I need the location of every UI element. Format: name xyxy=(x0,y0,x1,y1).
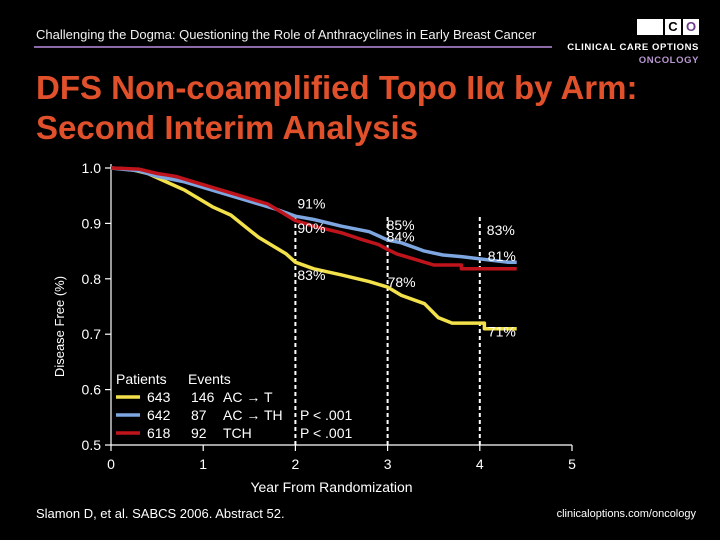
legend-events-tch: 92 xyxy=(191,425,207,441)
y-tick-label: 1.0 xyxy=(82,160,102,176)
x-axis-label: Year From Randomization xyxy=(250,479,412,495)
legend-patients-ac-th: 642 xyxy=(147,407,171,423)
y-tick-label: 0.9 xyxy=(82,215,102,231)
legend-header-events: Events xyxy=(188,371,231,387)
y-tick-label: 0.5 xyxy=(82,437,102,453)
y-axis-label: Disease Free (%) xyxy=(52,276,67,377)
source-url: clinicaloptions.com/oncology xyxy=(556,508,696,520)
data-label-83pct-y2: 83% xyxy=(297,267,325,283)
slide-title: DFS Non-coamplified Topo IIα by Arm: Sec… xyxy=(36,68,637,148)
y-tick-label: 0.7 xyxy=(82,326,102,342)
x-tick-label: 3 xyxy=(384,456,392,472)
x-tick-label: 1 xyxy=(199,456,207,472)
logo-mark: C C O xyxy=(637,19,699,35)
legend-patients-tch: 618 xyxy=(147,425,171,441)
legend-pvalue-tch: P < .001 xyxy=(300,425,353,441)
x-tick-label: 5 xyxy=(568,456,576,472)
legend-patients-ac-t: 643 xyxy=(147,389,171,405)
y-tick-label: 0.6 xyxy=(82,382,102,398)
y-tick-label: 0.8 xyxy=(82,271,102,287)
legend-arm-tch: TCH xyxy=(223,425,252,441)
logo-text-oncology: ONCOLOGY xyxy=(638,55,699,66)
data-label-90pct-y2: 90% xyxy=(297,220,325,236)
series-line-ac-th xyxy=(110,166,517,264)
data-label-83pct-y4: 83% xyxy=(487,222,515,238)
series-line-tch xyxy=(110,166,517,271)
logo-box-c1: C xyxy=(637,19,663,35)
legend-arm-ac-th: AC → TH xyxy=(223,407,283,423)
data-label-81pct-y4: 81% xyxy=(488,248,516,264)
series-line-ac-t xyxy=(110,166,517,331)
slide-title-line2: Second Interim Analysis xyxy=(36,109,419,146)
logo-text-clinical-care-options: CLINICAL CARE OPTIONS xyxy=(567,42,699,53)
data-label-85pct-y3: 85% xyxy=(387,217,415,233)
legend-events-ac-t: 146 xyxy=(191,389,215,405)
logo-box-o: O xyxy=(683,19,699,35)
presentation-subtitle: Challenging the Dogma: Questioning the R… xyxy=(36,27,537,42)
x-tick-label: 0 xyxy=(107,456,115,472)
logo-box-c2: C xyxy=(665,19,681,35)
legend-events-ac-th: 87 xyxy=(191,407,207,423)
header-divider xyxy=(34,46,552,48)
cco-logo: C C O CLINICAL CARE OPTIONS ONCOLOGY xyxy=(567,19,699,93)
data-label-71pct-y4: 71% xyxy=(488,324,516,340)
legend-pvalue-ac-th: P < .001 xyxy=(300,407,353,423)
x-tick-label: 2 xyxy=(292,456,300,472)
legend-arm-ac-t: AC → T xyxy=(223,389,273,405)
data-label-78pct-y3: 78% xyxy=(388,274,416,290)
data-label-91pct-y2: 91% xyxy=(297,196,325,212)
legend-header-patients: Patients xyxy=(116,371,167,387)
x-tick-label: 4 xyxy=(476,456,484,472)
citation: Slamon D, et al. SABCS 2006. Abstract 52… xyxy=(36,506,285,521)
slide-title-line1: DFS Non-coamplified Topo IIα by Arm: xyxy=(36,69,638,106)
data-label-84pct-y3: 84% xyxy=(387,228,415,244)
